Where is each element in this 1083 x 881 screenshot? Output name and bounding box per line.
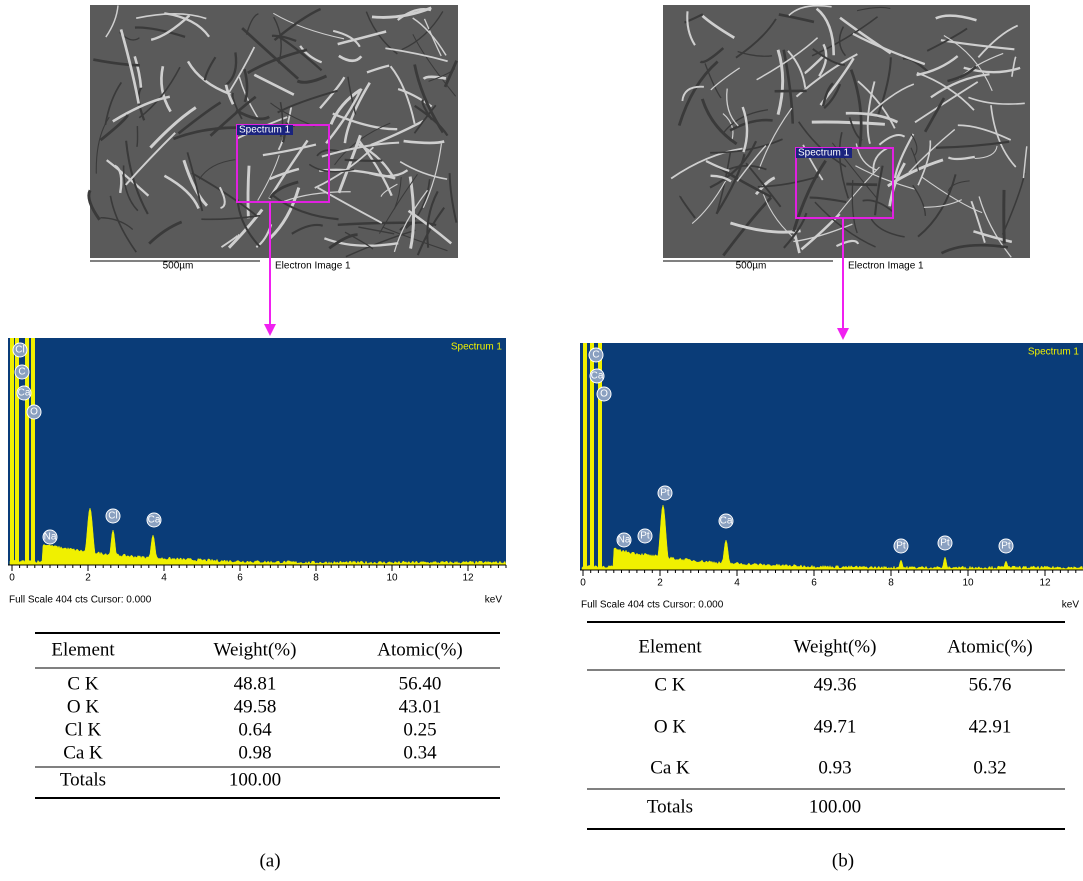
image-caption: Electron Image 1	[275, 261, 351, 272]
fiber	[1004, 190, 1005, 244]
table-cell: 0.93	[818, 757, 851, 778]
peak-label: Pt	[1001, 541, 1011, 552]
peak-label: Pt	[640, 531, 650, 542]
table-total: Totals	[647, 796, 693, 817]
table-cell: 0.34	[403, 742, 437, 763]
panel-label: (a)	[259, 850, 280, 871]
spectrum-plot	[580, 343, 1083, 570]
peak-label: Pt	[660, 488, 670, 499]
peak-label: O	[30, 407, 38, 418]
scale-strip	[663, 258, 1030, 270]
table-cell: 0.25	[403, 719, 436, 740]
tick-label: 6	[237, 573, 243, 584]
scale-strip	[90, 258, 458, 270]
tick-label: 2	[657, 578, 663, 589]
tick-label: 4	[161, 573, 167, 584]
table-cell: 0.98	[238, 742, 271, 763]
table-cell: O K	[654, 716, 686, 737]
table-cell: 48.81	[234, 673, 277, 694]
tick-label: 8	[888, 578, 894, 589]
tick-label: 6	[811, 578, 817, 589]
peak-label: Ca	[720, 516, 733, 527]
table-cell: Ca K	[63, 742, 103, 763]
sem-image	[663, 5, 1030, 258]
tick-label: 0	[580, 578, 586, 589]
panel-label: (b)	[832, 850, 854, 871]
table-cell: O K	[67, 696, 99, 717]
table-total: 100.00	[229, 769, 281, 790]
table-header: Atomic(%)	[377, 639, 462, 660]
spectrum-plot	[8, 338, 506, 565]
peak-label: C	[18, 367, 25, 378]
spectrum-title: Spectrum 1	[451, 342, 503, 353]
table-cell: C K	[67, 673, 98, 694]
peak-label: Pt	[896, 541, 906, 552]
peak-label: Cl	[108, 511, 117, 522]
table-cell: 49.71	[814, 716, 857, 737]
spectrum-title: Spectrum 1	[1028, 347, 1080, 358]
tick-label: 2	[85, 573, 91, 584]
figure: 500µm Electron Image 1 Spectrum 1 Spectrum …	[0, 0, 1083, 881]
peak-label: C	[592, 350, 599, 361]
tick-label: 8	[313, 573, 319, 584]
tick-label: 12	[462, 573, 474, 584]
table-total: Totals	[60, 769, 106, 790]
table-header: Weight(%)	[214, 639, 297, 660]
table-cell: 49.58	[234, 696, 277, 717]
peak-label: Pt	[940, 538, 950, 549]
tick-label: 12	[1039, 578, 1051, 589]
peak-label: Ca	[18, 388, 31, 399]
axis-unit: keV	[485, 595, 503, 606]
table-cell: 42.91	[969, 716, 1012, 737]
fiber	[137, 126, 138, 147]
peak-label: Cl	[15, 345, 24, 356]
table-cell: C K	[654, 674, 685, 695]
table-cell: Ca K	[650, 757, 690, 778]
spectrum-footer: Full Scale 404 cts Cursor: 0.000	[581, 600, 724, 611]
selection-label: Spectrum 1	[798, 148, 850, 159]
peak-label: Ca	[148, 515, 161, 526]
spectrum-peak	[10, 338, 14, 565]
tick-label: 4	[734, 578, 740, 589]
table-cell: 0.32	[973, 757, 1006, 778]
fiber	[846, 184, 877, 185]
table-cell: 43.01	[399, 696, 442, 717]
table-header: Weight(%)	[794, 636, 877, 657]
spectrum-peak	[583, 343, 587, 570]
arrow-head	[837, 328, 849, 340]
peak-label: Na	[618, 535, 631, 546]
table-cell: 49.36	[814, 674, 857, 695]
table-cell: 0.64	[238, 719, 272, 740]
spectrum-footer: Full Scale 404 cts Cursor: 0.000	[9, 595, 152, 606]
table-header: Atomic(%)	[947, 636, 1032, 657]
tick-label: 10	[962, 578, 974, 589]
table-header: Element	[51, 639, 115, 660]
selection-label: Spectrum 1	[239, 125, 291, 136]
axis-unit: keV	[1062, 600, 1080, 611]
table-total: 100.00	[809, 796, 861, 817]
peak-label: Na	[44, 532, 57, 543]
table-cell: 56.40	[399, 673, 442, 694]
table-cell: Cl K	[65, 719, 102, 740]
fiber	[345, 160, 383, 161]
tick-label: 0	[9, 573, 15, 584]
peak-label: Ca	[591, 371, 604, 382]
scale-label: 500µm	[736, 261, 767, 272]
table-cell: 56.76	[969, 674, 1012, 695]
scale-label: 500µm	[163, 261, 194, 272]
arrow-head	[264, 324, 276, 336]
spectrum-peak	[31, 338, 35, 565]
table-header: Element	[638, 636, 702, 657]
tick-label: 10	[386, 573, 398, 584]
image-caption: Electron Image 1	[848, 261, 924, 272]
peak-label: O	[600, 389, 608, 400]
